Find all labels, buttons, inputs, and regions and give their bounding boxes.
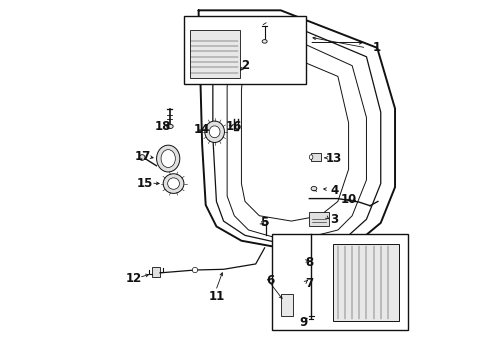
- Bar: [190, 30, 240, 78]
- Text: 18: 18: [155, 120, 171, 133]
- Text: 12: 12: [126, 272, 143, 285]
- Ellipse shape: [209, 126, 220, 138]
- Text: 5: 5: [261, 216, 269, 229]
- Bar: [184, 16, 306, 84]
- Ellipse shape: [161, 150, 175, 167]
- Text: 9: 9: [300, 316, 308, 329]
- Text: 13: 13: [326, 152, 343, 165]
- Bar: [309, 212, 329, 226]
- Ellipse shape: [163, 174, 184, 193]
- Text: 16: 16: [226, 120, 243, 133]
- Bar: [333, 244, 398, 321]
- Ellipse shape: [263, 221, 268, 225]
- Ellipse shape: [167, 124, 173, 129]
- Text: 14: 14: [194, 123, 210, 136]
- Bar: [311, 153, 321, 161]
- Bar: [272, 234, 408, 330]
- Text: 11: 11: [208, 289, 224, 303]
- Text: 3: 3: [330, 213, 339, 226]
- Text: 6: 6: [266, 274, 274, 287]
- Text: 17: 17: [135, 150, 151, 163]
- Ellipse shape: [139, 155, 145, 160]
- Ellipse shape: [192, 267, 197, 273]
- Text: 1: 1: [373, 41, 381, 54]
- Ellipse shape: [205, 121, 224, 143]
- Text: 8: 8: [305, 256, 314, 269]
- Text: 7: 7: [305, 277, 314, 290]
- Text: 2: 2: [241, 59, 249, 72]
- Ellipse shape: [309, 155, 313, 159]
- Ellipse shape: [262, 40, 267, 43]
- Ellipse shape: [168, 178, 179, 189]
- Text: 15: 15: [137, 177, 153, 190]
- Ellipse shape: [311, 186, 317, 191]
- Bar: [152, 267, 160, 277]
- Bar: [281, 294, 293, 316]
- Ellipse shape: [157, 145, 180, 172]
- Text: 10: 10: [341, 193, 357, 206]
- Text: 4: 4: [330, 184, 339, 197]
